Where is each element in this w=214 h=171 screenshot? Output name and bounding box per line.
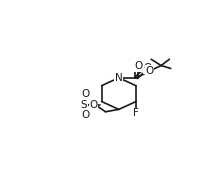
Text: O: O: [134, 61, 142, 71]
Text: S: S: [80, 100, 87, 109]
Text: O: O: [145, 66, 154, 76]
Text: N: N: [115, 73, 123, 83]
Text: O: O: [143, 63, 152, 73]
Text: O: O: [81, 89, 90, 99]
Text: O: O: [81, 110, 90, 120]
Text: F: F: [133, 108, 139, 119]
Text: O: O: [89, 100, 98, 109]
